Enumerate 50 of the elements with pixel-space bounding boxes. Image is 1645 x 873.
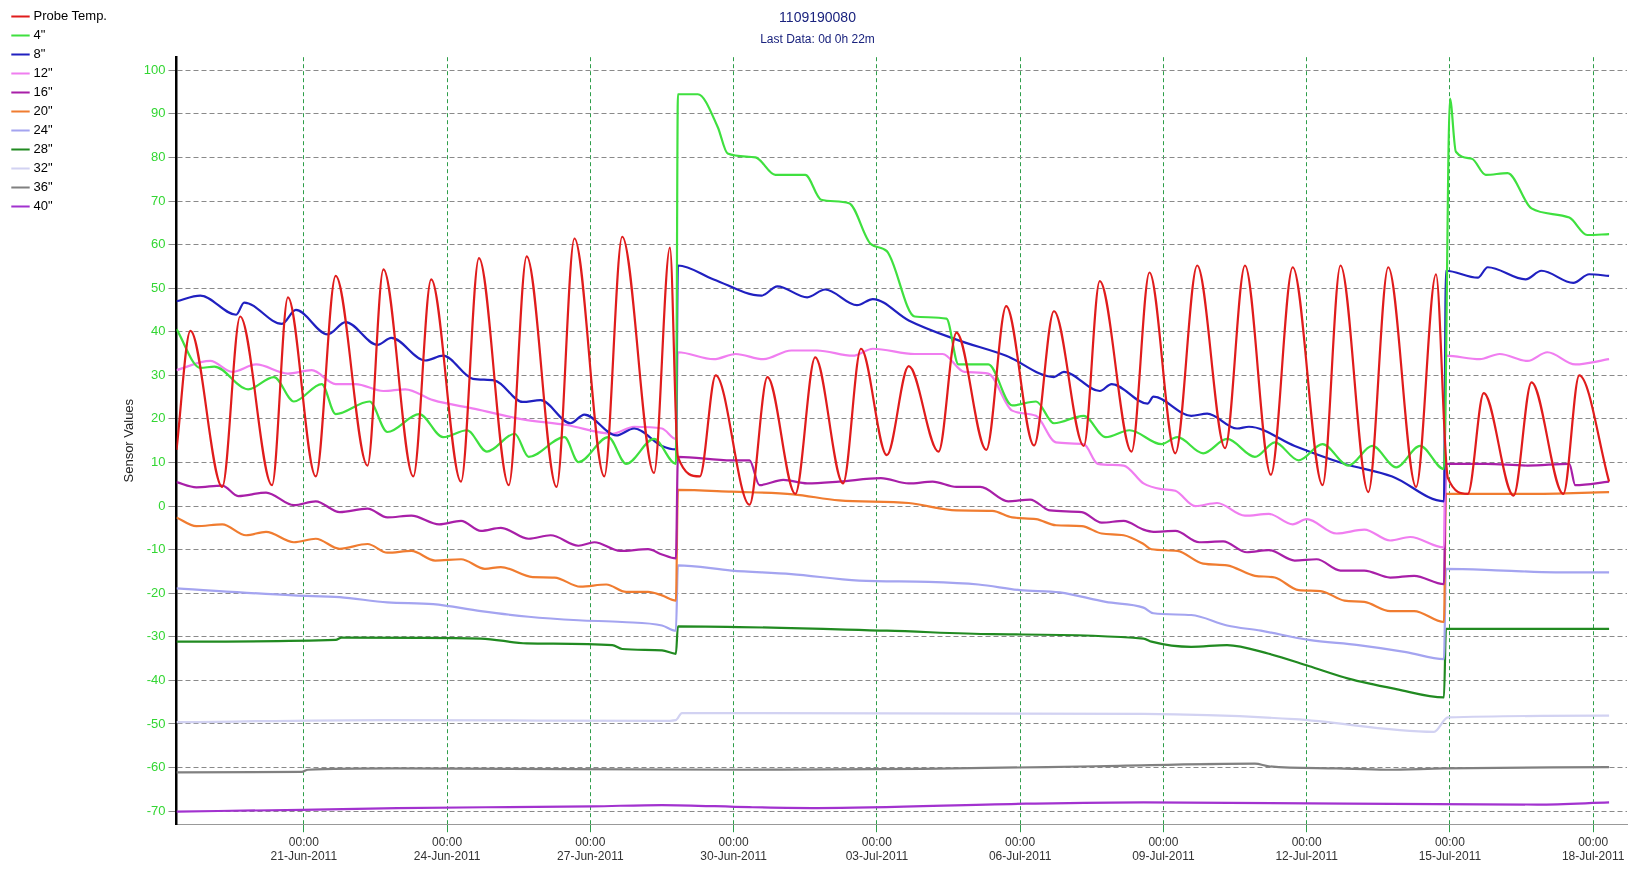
x-tick-label: 00:00 06-Jul-2011 xyxy=(988,834,1052,864)
x-tick-label: 00:00 27-Jun-2011 xyxy=(557,834,624,864)
y-tick-label: 20 xyxy=(151,410,166,426)
line-series xyxy=(176,347,1611,549)
line-series xyxy=(176,455,1611,586)
legend-label: 12" xyxy=(33,65,53,81)
legend-label: 8" xyxy=(33,46,46,62)
x-tick-label: 00:00 24-Jun-2011 xyxy=(413,834,481,864)
x-tick-label: 00:00 30-Jun-2011 xyxy=(700,834,768,864)
y-tick-label: -60 xyxy=(146,759,166,775)
x-tick-label: 00:00 15-Jul-2011 xyxy=(1418,834,1482,864)
legend-label: 32" xyxy=(33,160,53,176)
y-tick-label: 0 xyxy=(158,497,166,513)
y-tick-label: 80 xyxy=(151,149,166,165)
chart-title: 1109190080 xyxy=(779,9,857,26)
legend-label: 28" xyxy=(33,141,53,157)
y-tick-label: -30 xyxy=(146,628,166,644)
legend-label: 36" xyxy=(33,179,53,195)
y-axis-title: Sensor Values xyxy=(120,398,136,483)
y-tick-label: 70 xyxy=(151,192,166,208)
legend-label: 40" xyxy=(33,198,53,214)
legend-label: Probe Temp. xyxy=(33,8,107,24)
y-tick-label: 90 xyxy=(151,105,166,121)
x-tick-label: 00:00 09-Jul-2011 xyxy=(1132,834,1195,864)
y-tick-label: 30 xyxy=(151,366,166,382)
y-tick-label: -50 xyxy=(146,715,166,731)
line-series xyxy=(176,711,1611,733)
legend-label: 16" xyxy=(33,84,53,100)
line-series xyxy=(176,488,1611,624)
legend-label: 4" xyxy=(33,27,46,43)
x-tick-label: 00:00 03-Jul-2011 xyxy=(845,834,909,864)
y-tick-label: 50 xyxy=(151,279,166,295)
legend-label: 20" xyxy=(33,103,53,119)
line-series xyxy=(176,93,1611,471)
line-series xyxy=(176,801,1611,813)
y-tick-label: 10 xyxy=(151,454,166,470)
y-tick-label: -70 xyxy=(146,802,166,818)
chart-subtitle: Last Data: 0d 0h 22m xyxy=(760,32,875,47)
line-series xyxy=(176,564,1611,661)
x-tick-label: 00:00 18-Jul-2011 xyxy=(1561,834,1625,864)
y-tick-label: 100 xyxy=(143,61,166,77)
x-tick-label: 00:00 12-Jul-2011 xyxy=(1275,834,1339,864)
y-tick-label: 60 xyxy=(151,236,166,252)
x-tick-label: 00:00 21-Jun-2011 xyxy=(270,834,338,864)
line-series xyxy=(176,625,1611,699)
y-tick-label: 40 xyxy=(151,323,166,339)
y-tick-label: -20 xyxy=(146,584,166,600)
y-tick-label: -40 xyxy=(146,671,166,687)
y-tick-label: -10 xyxy=(146,541,166,557)
legend-label: 24" xyxy=(33,122,53,138)
